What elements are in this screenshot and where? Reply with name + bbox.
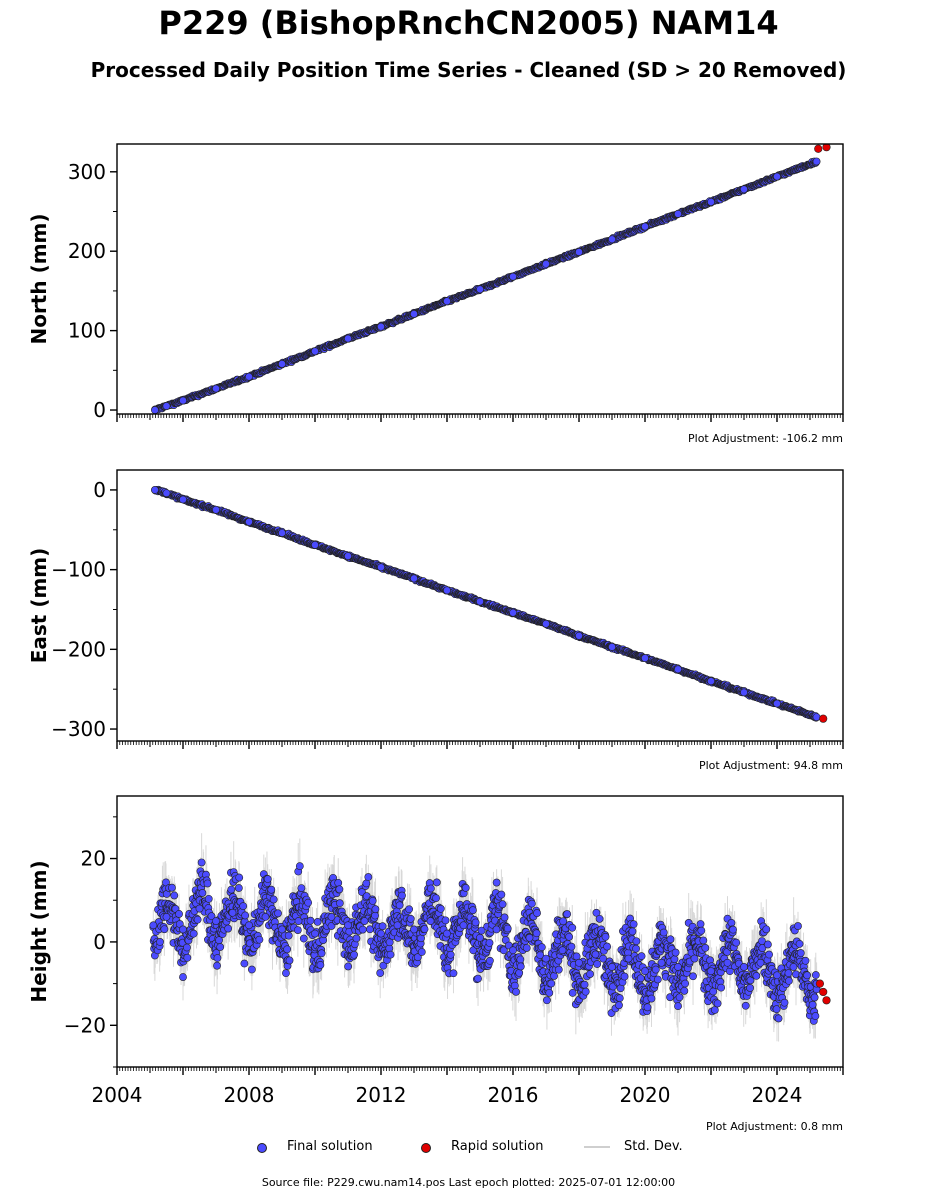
final-point [509, 608, 517, 617]
final-point [740, 688, 748, 697]
final-point [311, 347, 319, 356]
final-point [773, 172, 781, 181]
y-tick-label: −200 [51, 637, 106, 661]
final-point [179, 495, 187, 504]
final-point [674, 209, 682, 218]
final-point [410, 574, 418, 583]
final-point [212, 505, 220, 514]
chart-title: P229 (BishopRnchCN2005) NAM14 [158, 4, 779, 42]
final-point [311, 541, 319, 549]
final-point [278, 360, 286, 368]
final-point [443, 297, 451, 306]
final-point [245, 517, 253, 526]
y-tick-label: 0 [93, 398, 106, 422]
final-point [278, 529, 286, 537]
final-point [812, 157, 821, 166]
final-points-east [151, 485, 821, 722]
final-point [812, 713, 821, 721]
final-point [575, 631, 583, 640]
final-point [151, 406, 159, 414]
final-point [773, 699, 781, 708]
final-point [542, 619, 550, 628]
y-tick-label: 100 [68, 319, 106, 343]
final-point [151, 486, 159, 494]
final-point [212, 384, 220, 393]
final-point [179, 396, 187, 405]
y-axis-label: North (mm) [27, 213, 51, 344]
final-point [608, 643, 616, 651]
final-point [162, 402, 171, 410]
plot-area-east [151, 485, 828, 723]
rapid-points-north [814, 144, 831, 153]
final-point [377, 563, 385, 572]
y-tick-label: 200 [68, 239, 106, 263]
final-point [162, 489, 171, 498]
final-points-north [151, 157, 821, 414]
final-point [509, 272, 517, 281]
plot-adjustment-north: Plot Adjustment: -106.2 mm [688, 432, 843, 445]
final-point [476, 285, 484, 294]
y-tick-label: 0 [93, 478, 106, 502]
final-point [344, 334, 352, 343]
final-point [674, 665, 682, 674]
final-point [344, 552, 352, 560]
final-point [377, 322, 385, 331]
final-point [542, 260, 550, 268]
chart-subtitle: Processed Daily Position Time Series - C… [90, 58, 847, 82]
final-point [641, 222, 649, 231]
final-point [575, 248, 583, 256]
final-point [245, 372, 253, 381]
rapid-point [819, 714, 828, 723]
final-point [641, 654, 649, 663]
rapid-point [822, 144, 831, 152]
final-point [608, 235, 616, 244]
final-point [410, 310, 418, 318]
y-tick-label: 300 [68, 160, 106, 184]
final-point [476, 597, 484, 606]
axes-frame-north [116, 143, 844, 415]
y-tick-label: −100 [51, 558, 106, 582]
final-point [740, 185, 748, 194]
plot-area-north [151, 144, 831, 414]
final-point [707, 677, 715, 686]
y-tick-label: −300 [51, 717, 106, 741]
final-point [707, 198, 715, 206]
final-point [443, 586, 451, 595]
rapid-points-east [819, 714, 828, 723]
rapid-point [814, 144, 823, 153]
panel-north: 0 100 200 300 North (mm) Plot Adjustment: -10… [27, 143, 844, 445]
